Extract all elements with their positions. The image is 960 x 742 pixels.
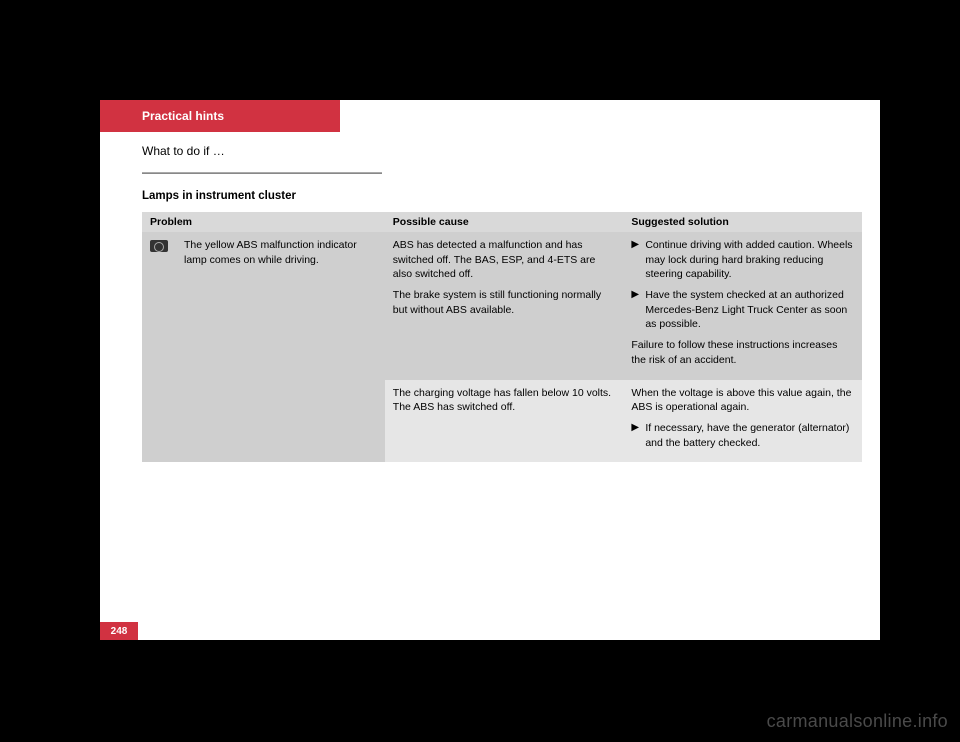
table-header-row: Problem Possible cause Suggested solutio… — [142, 212, 862, 232]
divider — [142, 172, 382, 174]
problem-cell: The yellow ABS malfunction indicator lam… — [176, 232, 385, 462]
bullet-icon: ▶ — [631, 288, 645, 332]
solution-bullet: ▶ If necessary, have the generator (alte… — [631, 421, 854, 450]
solution-cell: ▶ Continue driving with added caution. W… — [623, 232, 862, 380]
cause-text: ABS has detected a malfunction and has s… — [393, 238, 616, 282]
solution-text: Failure to follow these instructions inc… — [631, 338, 854, 367]
header-cause: Possible cause — [385, 212, 624, 232]
subsection-title: Lamps in instrument cluster — [142, 190, 296, 202]
page-number: 248 — [100, 622, 138, 640]
section-tab-label: Practical hints — [142, 109, 224, 123]
solution-text: When the voltage is above this value aga… — [631, 386, 854, 415]
abs-warning-icon — [150, 240, 168, 252]
bullet-text: If necessary, have the generator (altern… — [645, 421, 854, 450]
cause-cell: The charging voltage has fallen below 10… — [385, 380, 624, 463]
bullet-text: Have the system checked at an authorized… — [645, 288, 854, 332]
solution-bullet: ▶ Have the system checked at an authoriz… — [631, 288, 854, 332]
watermark: carmanualsonline.info — [767, 711, 948, 732]
warning-icon-cell — [142, 232, 176, 462]
cause-cell: ABS has detected a malfunction and has s… — [385, 232, 624, 380]
cause-text: The brake system is still functioning no… — [393, 288, 616, 317]
section-title: What to do if … — [142, 144, 225, 158]
solution-bullet: ▶ Continue driving with added caution. W… — [631, 238, 854, 282]
manual-page: Practical hints What to do if … Lamps in… — [100, 100, 880, 640]
header-problem: Problem — [142, 212, 385, 232]
bullet-text: Continue driving with added caution. Whe… — [645, 238, 854, 282]
solution-cell: When the voltage is above this value aga… — [623, 380, 862, 463]
troubleshooting-table: Problem Possible cause Suggested solutio… — [142, 212, 862, 462]
bullet-icon: ▶ — [631, 238, 645, 282]
header-solution: Suggested solution — [623, 212, 862, 232]
bullet-icon: ▶ — [631, 421, 645, 450]
table-row: The yellow ABS malfunction indicator lam… — [142, 232, 862, 380]
section-tab: Practical hints — [100, 100, 340, 132]
